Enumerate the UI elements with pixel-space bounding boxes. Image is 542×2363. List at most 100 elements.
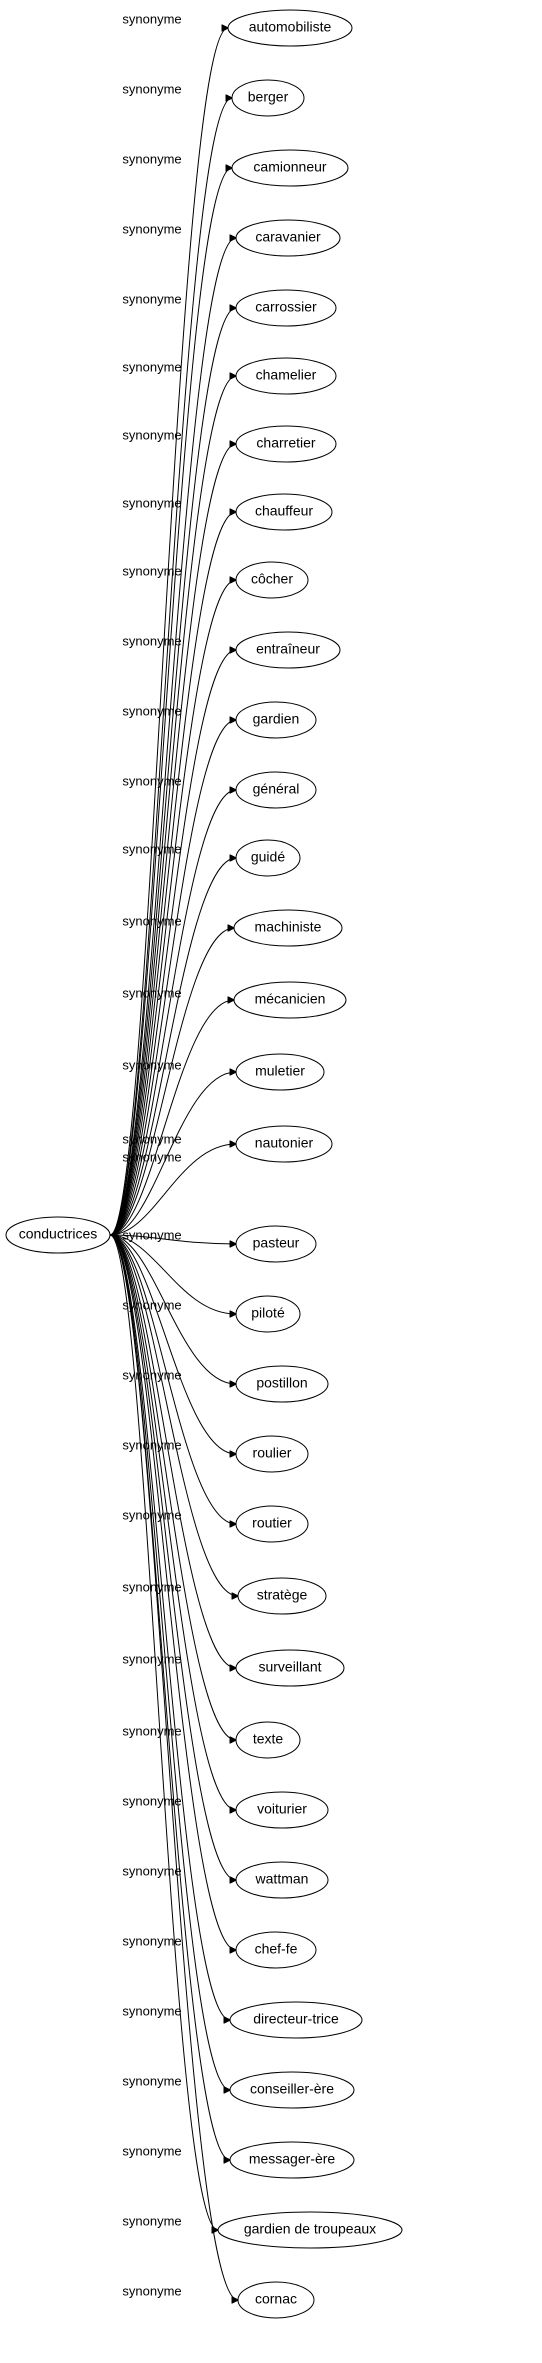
node-label-camionneur: camionneur: [253, 159, 326, 175]
node-label-guide: guidé: [251, 849, 285, 865]
node-label-entraineur: entraîneur: [256, 641, 320, 657]
node-label-roulier: roulier: [253, 1445, 292, 1461]
node-label-charretier: charretier: [256, 435, 315, 451]
edge-label-muletier: synonyme: [122, 1057, 181, 1072]
edge-label-chef-fe: synonyme: [122, 1933, 181, 1948]
node-label-automobiliste: automobiliste: [249, 19, 332, 35]
node-voiturier: voiturier: [236, 1792, 328, 1828]
edge-carrossier: [110, 308, 236, 1235]
node-label-berger: berger: [248, 89, 289, 105]
node-label-wattman: wattman: [255, 1871, 309, 1887]
node-label-chamelier: chamelier: [256, 367, 317, 383]
node-label-surveillant: surveillant: [258, 1659, 321, 1675]
synonym-graph: synonyme synonyme synonyme synonyme synonyme…: [0, 0, 542, 2363]
edge-label-camionneur: synonyme: [122, 151, 181, 166]
node-cornac: cornac: [238, 2282, 314, 2318]
node-label-nautonier: nautonier: [255, 1135, 314, 1151]
node-label-source: conductrices: [19, 1226, 98, 1242]
node-texte: texte: [236, 1722, 300, 1758]
node-label-pasteur: pasteur: [253, 1235, 300, 1251]
node-source: conductrices: [6, 1217, 110, 1253]
edge-label-cocher: synonyme: [122, 563, 181, 578]
edge-label-messager: synonyme: [122, 2143, 181, 2158]
node-muletier: muletier: [236, 1054, 324, 1090]
node-directeur: directeur-trice: [230, 2002, 362, 2038]
edge-label-charretier: synonyme: [122, 427, 181, 442]
node-label-messager: messager-ère: [249, 2151, 336, 2167]
node-label-machiniste: machiniste: [255, 919, 322, 935]
node-conseiller: conseiller-ère: [230, 2072, 354, 2108]
node-routier: routier: [236, 1506, 308, 1542]
node-label-chauffeur: chauffeur: [255, 503, 313, 519]
edge-label-surveillant: synonyme: [122, 1651, 181, 1666]
node-label-carrossier: carrossier: [255, 299, 317, 315]
node-guide: guidé: [236, 840, 300, 876]
node-label-cocher: côcher: [251, 571, 293, 587]
node-automobiliste: automobiliste: [228, 10, 352, 46]
node-pasteur: pasteur: [236, 1226, 316, 1262]
node-label-directeur: directeur-trice: [253, 2011, 339, 2027]
edge-directeur: [110, 1235, 230, 2020]
node-mecanicien: mécanicien: [234, 982, 346, 1018]
edge-label-carrossier: synonyme: [122, 291, 181, 306]
node-label-muletier: muletier: [255, 1063, 305, 1079]
node-label-mecanicien: mécanicien: [255, 991, 326, 1007]
edge-label-wattman: synonyme: [122, 1863, 181, 1878]
edge-label-automobiliste: synonyme: [122, 11, 181, 26]
edge-label-conseiller: synonyme: [122, 2073, 181, 2088]
edge-label-nautonier-2: synonyme: [122, 1149, 181, 1164]
node-label-texte: texte: [253, 1731, 284, 1747]
node-wattman: wattman: [236, 1862, 328, 1898]
edge-label-gardien-troup: synonyme: [122, 2213, 181, 2228]
edge-label-chamelier: synonyme: [122, 359, 181, 374]
edge-caravanier: [110, 238, 236, 1235]
node-label-pilote: piloté: [251, 1305, 285, 1321]
node-chauffeur: chauffeur: [236, 494, 332, 530]
edge-label-texte: synonyme: [122, 1723, 181, 1738]
edge-label-nautonier: synonyme: [122, 1131, 181, 1146]
edge-label-directeur: synonyme: [122, 2003, 181, 2018]
node-nautonier: nautonier: [236, 1126, 332, 1162]
node-label-general: général: [253, 781, 300, 797]
node-label-gardien-troup: gardien de troupeaux: [244, 2221, 376, 2237]
node-label-gardien: gardien: [253, 711, 300, 727]
node-general: général: [236, 772, 316, 808]
edge-general: [110, 790, 236, 1235]
node-carrossier: carrossier: [236, 290, 336, 326]
edge-label-chauffeur: synonyme: [122, 495, 181, 510]
edge-cornac: [110, 1235, 238, 2300]
edge-label-mecanicien: synonyme: [122, 985, 181, 1000]
node-berger: berger: [232, 80, 304, 116]
node-label-cornac: cornac: [255, 2291, 297, 2307]
edge-label-guide: synonyme: [122, 841, 181, 856]
node-label-conseiller: conseiller-ère: [250, 2081, 334, 2097]
node-label-voiturier: voiturier: [257, 1801, 307, 1817]
edge-label-caravanier: synonyme: [122, 221, 181, 236]
node-roulier: roulier: [236, 1436, 308, 1472]
edge-label-cornac: synonyme: [122, 2283, 181, 2298]
edge-label-pasteur: synonyme: [122, 1227, 181, 1242]
node-label-chef-fe: chef-fe: [255, 1941, 298, 1957]
node-gardien: gardien: [236, 702, 316, 738]
node-postillon: postillon: [236, 1366, 328, 1402]
node-chef-fe: chef-fe: [236, 1932, 316, 1968]
node-camionneur: camionneur: [232, 150, 348, 186]
edge-label-voiturier: synonyme: [122, 1793, 181, 1808]
node-pilote: piloté: [236, 1296, 300, 1332]
node-caravanier: caravanier: [236, 220, 340, 256]
edge-label-berger: synonyme: [122, 81, 181, 96]
node-cocher: côcher: [236, 562, 308, 598]
node-label-stratege: stratège: [257, 1587, 308, 1603]
edge-label-entraineur: synonyme: [122, 633, 181, 648]
node-surveillant: surveillant: [236, 1650, 344, 1686]
edge-label-general: synonyme: [122, 773, 181, 788]
node-label-caravanier: caravanier: [255, 229, 321, 245]
node-messager: messager-ère: [230, 2142, 354, 2178]
node-charretier: charretier: [236, 426, 336, 462]
edge-label-machiniste: synonyme: [122, 913, 181, 928]
node-gardien-troup: gardien de troupeaux: [218, 2212, 402, 2248]
node-label-postillon: postillon: [256, 1375, 307, 1391]
node-chamelier: chamelier: [236, 358, 336, 394]
node-machiniste: machiniste: [234, 910, 342, 946]
node-stratege: stratège: [238, 1578, 326, 1614]
